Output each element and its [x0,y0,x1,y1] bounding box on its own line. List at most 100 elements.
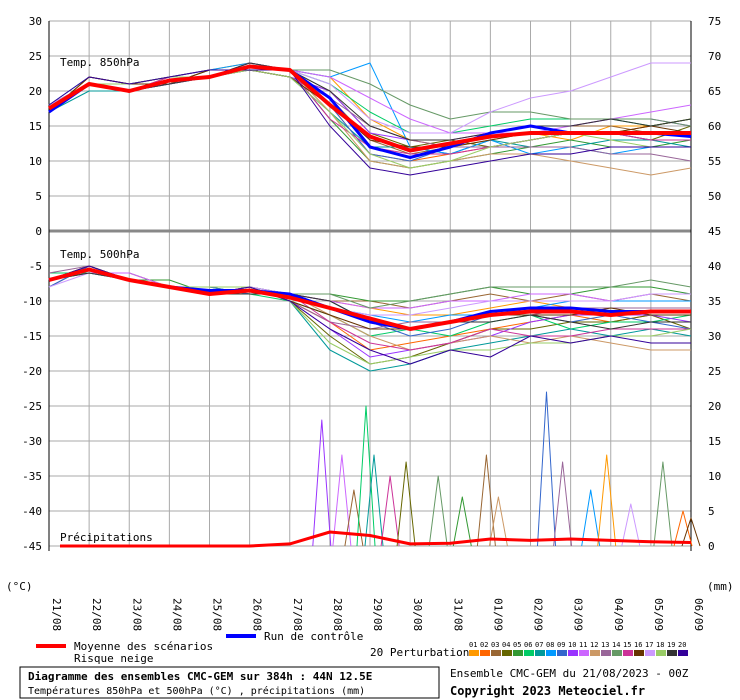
perturb-legend-swatch [469,650,479,656]
right-tick-label: 45 [708,225,721,238]
perturb-legend-swatch [645,650,655,656]
precip-perturbation-spike [364,454,384,547]
x-tick-label: 26/08 [251,598,264,631]
right-tick-label: 70 [708,50,721,63]
perturb-legend-number: 17 [645,641,653,649]
chart-subtitle: Températures 850hPa et 500hPa (°C) , pré… [28,685,365,697]
left-tick-label: 25 [29,50,42,63]
x-tick-label: 06/09 [692,598,705,631]
precip-perturbation-spike [476,454,496,547]
precip-perturbation-spike [396,461,416,547]
t850-perturbation-line [48,69,691,176]
right-tick-label: 60 [708,120,721,133]
perturb-legend-number: 12 [590,641,598,649]
perturb-legend-swatch [623,650,633,656]
left-tick-label: -25 [22,400,42,413]
x-tick-label: 21/08 [50,598,63,631]
t850-perturbation-line [48,62,692,141]
perturb-legend-swatch [491,650,501,656]
x-tick-label: 03/09 [572,598,585,631]
perturb-legend-number: 07 [535,641,543,649]
perturb-legend-swatch [546,650,556,656]
precip-perturbation-spike [553,461,573,547]
perturb-legend-swatch [480,650,490,656]
perturb-legend-swatch [513,650,523,656]
right-tick-label: 15 [708,435,721,448]
right-tick-label: 25 [708,365,721,378]
perturb-legend-swatch [535,650,545,656]
precip-perturbation-spike [581,489,601,547]
t500-perturbation-line [48,265,692,302]
left-tick-label: -45 [22,540,42,553]
precip-perturbation-spike [380,475,400,547]
copyright: Copyright 2023 Meteociel.fr [450,684,645,698]
perturb-legend-number: 10 [568,641,576,649]
x-tick-label: 23/08 [130,598,143,631]
precip-perturbation-spike [488,496,508,547]
x-tick-label: 04/09 [612,598,625,631]
perturb-legend-number: 02 [480,641,488,649]
precip-perturbation-spike [452,496,472,547]
left-tick-label: 30 [29,15,42,28]
left-tick-label: 20 [29,85,42,98]
left-tick-label: -30 [22,435,42,448]
left-tick-label: -15 [22,330,42,343]
left-tick-label: -35 [22,470,42,483]
precip-perturbation-spike [356,405,376,547]
precip-mean-line [60,530,692,548]
t850-series [47,62,692,176]
t500-series [48,265,692,372]
perturb-legend-number: 03 [491,641,499,649]
x-tick-label: 27/08 [291,598,304,631]
perturb-legend-number: 18 [656,641,664,649]
right-tick-label: 0 [708,540,715,553]
perturb-legend-swatch [656,650,666,656]
perturb-legend-number: 08 [546,641,554,649]
perturbation-color-legend: 01 02 03 04 05 06 07 08 09 10 11 12 13 14 15 16 17 18 19 20 [469,641,688,656]
perturb-legend-number: 15 [623,641,631,649]
legend-perturb-label: 20 Perturbations [370,646,476,659]
perturb-legend-number: 05 [513,641,521,649]
precip-perturbation-spike [428,475,448,547]
x-tick-label: 25/08 [211,598,224,631]
right-tick-label: 5 [708,505,715,518]
t500-panel-label: Temp. 500hPa [60,248,139,261]
precip-perturbation-spike [344,489,364,547]
perturb-legend-swatch [557,650,567,656]
perturb-legend-number: 11 [579,641,587,649]
x-tick-label: 29/08 [371,598,384,631]
x-tick-label: 24/08 [170,598,183,631]
perturb-legend-swatch [667,650,677,656]
x-tick-label: 22/08 [90,598,103,631]
perturb-legend-number: 14 [612,641,620,649]
precip-perturbation-spike [312,419,332,547]
left-tick-label: -40 [22,505,42,518]
right-axis-unit: (mm) [707,580,734,593]
perturb-legend-swatch [502,650,512,656]
t850-panel-label: Temp. 850hPa [60,56,139,69]
left-axis-ticks: 30 25 20 15 10 5 0 -5 -10 -15 -20 -25 -30 -35 -40 -45 [22,15,42,553]
t500-mean-line [48,267,691,331]
perturb-legend-swatch [579,650,589,656]
left-tick-label: -10 [22,295,42,308]
run-info: Ensemble CMC-GEM du 21/08/2023 - 00Z [450,667,689,680]
perturb-legend-number: 06 [524,641,532,649]
precip-perturbation-spike [597,454,617,547]
x-tick-label: 31/08 [451,598,464,631]
legend-snow-label: Risque neige [74,652,153,665]
left-tick-label: 5 [35,190,42,203]
precip-perturbation-spike [621,503,641,547]
perturb-legend-number: 13 [601,641,609,649]
right-tick-label: 35 [708,295,721,308]
perturb-legend-swatch [678,650,688,656]
perturb-legend-number: 09 [557,641,565,649]
left-axis-unit: (°C) [6,580,33,593]
precip-perturbation-spike [332,454,352,547]
t850-mean-line [47,64,691,153]
perturb-legend-number: 20 [678,641,686,649]
precip-panel-label: Précipitations [60,531,153,544]
left-tick-label: 0 [35,225,42,238]
